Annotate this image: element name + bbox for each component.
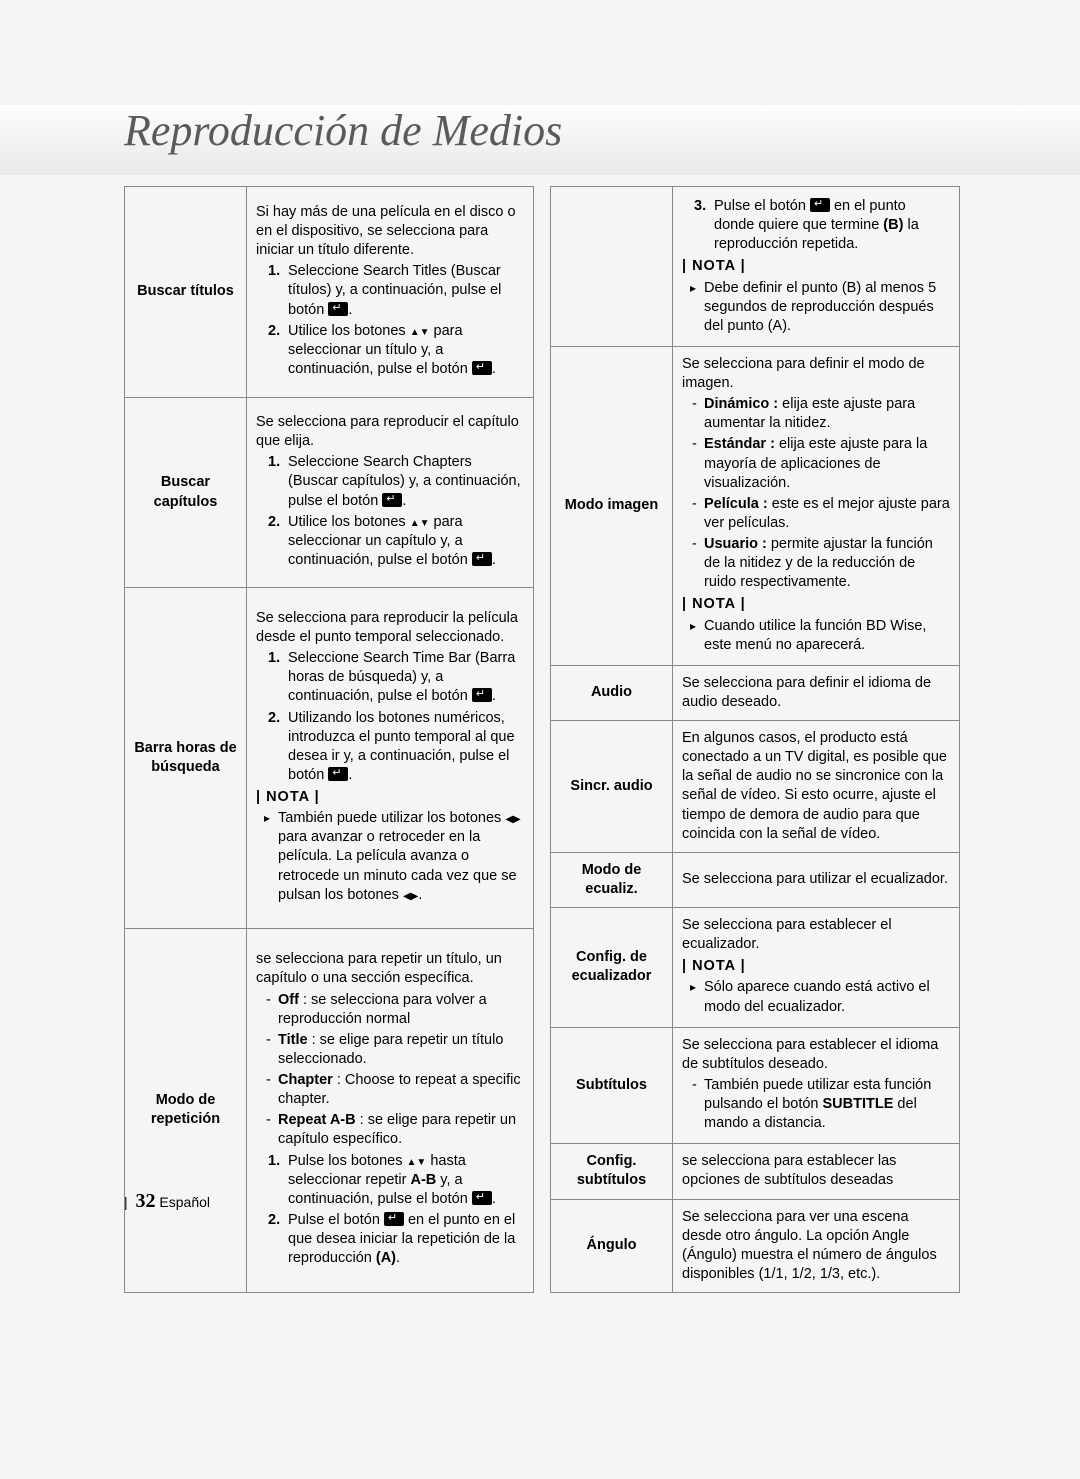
page-title: Reproducción de Medios <box>124 105 562 156</box>
enter-icon <box>472 552 492 566</box>
enter-icon <box>810 198 830 212</box>
note-heading: | NOTA | <box>682 957 950 976</box>
table-row: ÁnguloSe selecciona para ver una escena … <box>551 1199 960 1293</box>
footer-pipe: | <box>124 1194 128 1210</box>
feature-label: Modo imagen <box>551 346 673 665</box>
feature-label: Sincr. audio <box>551 721 673 853</box>
page-language: Español <box>159 1194 210 1210</box>
note-item: Sólo aparece cuando está activo el modo … <box>682 978 950 1016</box>
numbered-step: 2.Utilice los botones para seleccionar u… <box>256 322 524 379</box>
enter-icon <box>328 767 348 781</box>
paragraph: Se selecciona para reproducir el capítul… <box>256 413 524 451</box>
feature-description: Se selecciona para utilizar el ecualizad… <box>673 852 960 907</box>
enter-icon <box>472 1191 492 1205</box>
table-row: Modo imagenSe selecciona para definir el… <box>551 346 960 665</box>
table-row: Buscar capítulosSe selecciona para repro… <box>125 397 534 587</box>
option-item: Repeat A-B : se elige para repetir un ca… <box>256 1111 524 1149</box>
feature-description: Se selecciona para reproducir el capítul… <box>247 397 534 587</box>
feature-label: Ángulo <box>551 1199 673 1293</box>
feature-description: 3.Pulse el botón en el punto donde quier… <box>673 187 960 347</box>
feature-label: Barra horas de búsqueda <box>125 588 247 928</box>
feature-description: Si hay más de una película en el disco o… <box>247 187 534 398</box>
paragraph: Se selecciona para establecer el ecualiz… <box>682 916 950 954</box>
enter-icon <box>472 361 492 375</box>
option-item: Usuario : permite ajustar la función de … <box>682 535 950 592</box>
feature-label: Buscar capítulos <box>125 397 247 587</box>
feature-description: Se selecciona para reproducir la películ… <box>247 588 534 928</box>
feature-description: Se selecciona para definir el modo de im… <box>673 346 960 665</box>
feature-description: En algunos casos, el producto está conec… <box>673 721 960 853</box>
option-item: Off : se selecciona para volver a reprod… <box>256 991 524 1029</box>
enter-icon <box>328 302 348 316</box>
paragraph: En algunos casos, el producto está conec… <box>682 729 950 844</box>
numbered-step: 1.Seleccione Search Titles (Buscar títul… <box>256 262 524 319</box>
page-number: 32 <box>136 1190 156 1212</box>
paragraph: Se selecciona para reproducir la películ… <box>256 609 524 647</box>
table-row: Sincr. audioEn algunos casos, el product… <box>551 721 960 853</box>
right-table: 3.Pulse el botón en el punto donde quier… <box>550 186 960 1293</box>
feature-label: Audio <box>551 665 673 720</box>
paragraph: Se selecciona para establecer el idioma … <box>682 1036 950 1074</box>
paragraph: Se selecciona para definir el modo de im… <box>682 355 950 393</box>
table-row: Config. subtítulosse selecciona para est… <box>551 1144 960 1199</box>
paragraph: Se selecciona para definir el idioma de … <box>682 674 950 712</box>
feature-description: Se selecciona para establecer el idioma … <box>673 1027 960 1144</box>
note-heading: | NOTA | <box>256 788 524 807</box>
feature-description: se selecciona para establecer las opcion… <box>673 1144 960 1199</box>
enter-icon <box>472 688 492 702</box>
note-heading: | NOTA | <box>682 257 950 276</box>
paragraph: Si hay más de una película en el disco o… <box>256 203 524 260</box>
table-row: Modo de ecualiz. Se selecciona para utili… <box>551 852 960 907</box>
note-heading: | NOTA | <box>682 595 950 614</box>
feature-label: Subtítulos <box>551 1027 673 1144</box>
numbered-step: 3.Pulse el botón en el punto donde quier… <box>682 197 950 254</box>
numbered-step: 2.Utilice los botones para seleccionar u… <box>256 513 524 570</box>
table-row: Config. de ecualizadorSe selecciona para… <box>551 908 960 1028</box>
option-item: Title : se elige para repetir un título … <box>256 1031 524 1069</box>
page-footer: | 32 Español <box>124 1190 210 1213</box>
feature-label: Config. subtítulos <box>551 1144 673 1199</box>
feature-label: Modo de repetición <box>125 928 247 1292</box>
note-item: También puede utilizar los botones para … <box>256 809 524 905</box>
paragraph: Se selecciona para ver una escena desde … <box>682 1208 950 1285</box>
option-item: Película : este es el mejor ajuste para … <box>682 495 950 533</box>
numbered-step: 2.Utilizando los botones numéricos, intr… <box>256 709 524 786</box>
feature-description: Se selecciona para definir el idioma de … <box>673 665 960 720</box>
enter-icon <box>384 1212 404 1226</box>
feature-description: Se selecciona para ver una escena desde … <box>673 1199 960 1293</box>
feature-description: Se selecciona para establecer el ecualiz… <box>673 908 960 1028</box>
option-item: Estándar : elija este ajuste para la may… <box>682 435 950 492</box>
feature-label: Modo de ecualiz. <box>551 852 673 907</box>
paragraph: se selecciona para repetir un título, un… <box>256 950 524 988</box>
table-row: AudioSe selecciona para definir el idiom… <box>551 665 960 720</box>
note-item: Debe definir el punto (B) al menos 5 seg… <box>682 279 950 336</box>
table-row: Buscar títulosSi hay más de una película… <box>125 187 534 398</box>
paragraph: Se selecciona para utilizar el ecualizad… <box>682 870 950 889</box>
feature-label: Buscar títulos <box>125 187 247 398</box>
table-row: Barra horas de búsquedaSe selecciona par… <box>125 588 534 928</box>
content-columns: Buscar títulosSi hay más de una película… <box>124 186 960 1293</box>
option-item: También puede utilizar esta función puls… <box>682 1076 950 1133</box>
numbered-step: 1.Seleccione Search Chapters (Buscar cap… <box>256 453 524 510</box>
table-row: 3.Pulse el botón en el punto donde quier… <box>551 187 960 347</box>
numbered-step: 1.Seleccione Search Time Bar (Barra hora… <box>256 649 524 706</box>
option-item: Dinámico : elija este ajuste para aument… <box>682 395 950 433</box>
note-item: Cuando utilice la función BD Wise, este … <box>682 617 950 655</box>
numbered-step: 2.Pulse el botón en el punto en el que d… <box>256 1211 524 1268</box>
paragraph: se selecciona para establecer las opcion… <box>682 1152 950 1190</box>
table-row: SubtítulosSe selecciona para establecer … <box>551 1027 960 1144</box>
feature-label: Config. de ecualizador <box>551 908 673 1028</box>
table-row: Modo de repeticiónse selecciona para rep… <box>125 928 534 1292</box>
option-item: Chapter : Choose to repeat a specific ch… <box>256 1071 524 1109</box>
feature-description: se selecciona para repetir un título, un… <box>247 928 534 1292</box>
numbered-step: 1.Pulse los botones hasta seleccionar re… <box>256 1152 524 1209</box>
feature-label <box>551 187 673 347</box>
left-table: Buscar títulosSi hay más de una película… <box>124 186 534 1293</box>
enter-icon <box>382 493 402 507</box>
